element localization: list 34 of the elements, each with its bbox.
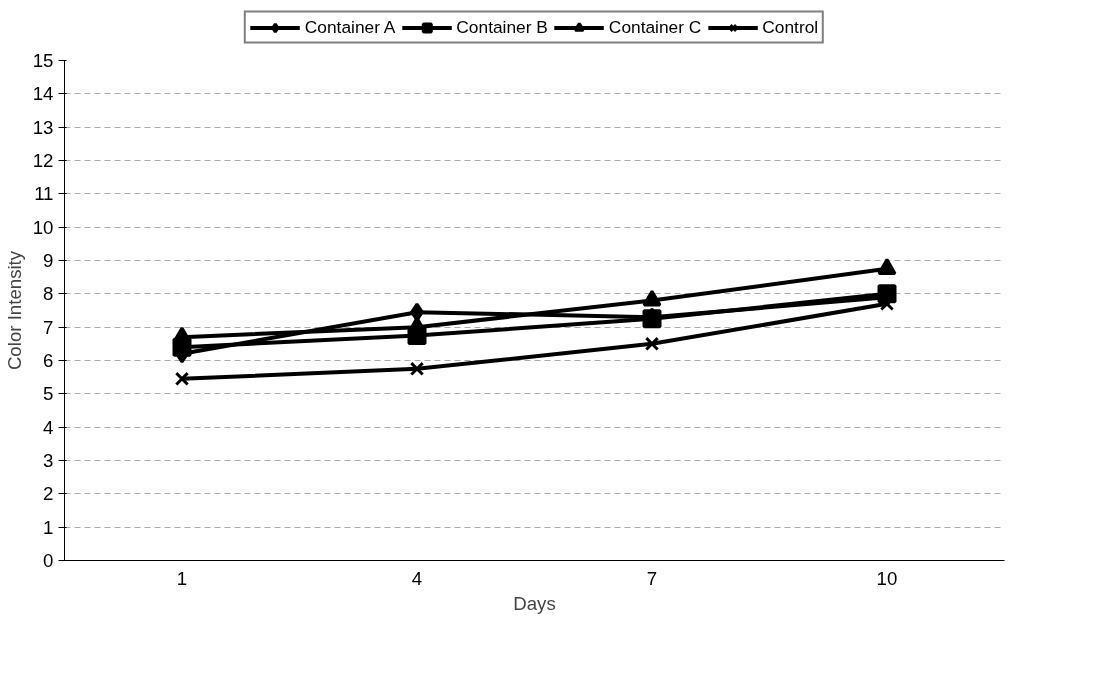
legend-label: Container B <box>456 16 548 38</box>
legend-label: Container A <box>304 16 396 38</box>
point <box>407 316 427 334</box>
x-tick-label: 7 <box>646 567 658 589</box>
point <box>642 289 662 307</box>
legend-label: Control <box>762 16 819 38</box>
point <box>877 258 897 275</box>
y-tick-label: 0 <box>43 550 54 571</box>
x-tick-label: 4 <box>411 567 423 589</box>
x-tick-label: 10 <box>876 567 898 589</box>
y-tick-label: 5 <box>43 383 54 405</box>
point <box>644 336 660 351</box>
y-tick-label: 14 <box>32 83 54 105</box>
point <box>410 302 424 322</box>
y-tick-label: 15 <box>32 50 54 71</box>
y-tick-label: 6 <box>43 350 54 371</box>
y-tick-label: 1 <box>43 516 54 538</box>
y-tick-label: 12 <box>32 150 54 171</box>
point <box>409 361 425 376</box>
y-axis-title: Color Intensity <box>3 250 25 371</box>
x-tick-label: 1 <box>176 567 188 589</box>
y-tick-label: 8 <box>43 283 54 305</box>
y-tick-label: 9 <box>43 250 54 271</box>
y-tick-label: 10 <box>32 216 54 238</box>
y-tick-label: 13 <box>32 116 54 138</box>
y-tick-label: 7 <box>43 316 54 338</box>
y-tick-label: 4 <box>43 416 54 438</box>
x-axis-title: Days <box>513 592 556 614</box>
point <box>172 326 192 344</box>
legend-label: Container C <box>608 16 702 38</box>
y-tick-label: 11 <box>34 183 54 205</box>
y-tick-label: 2 <box>43 483 54 505</box>
y-tick-label: 3 <box>43 450 54 471</box>
point <box>174 371 190 386</box>
